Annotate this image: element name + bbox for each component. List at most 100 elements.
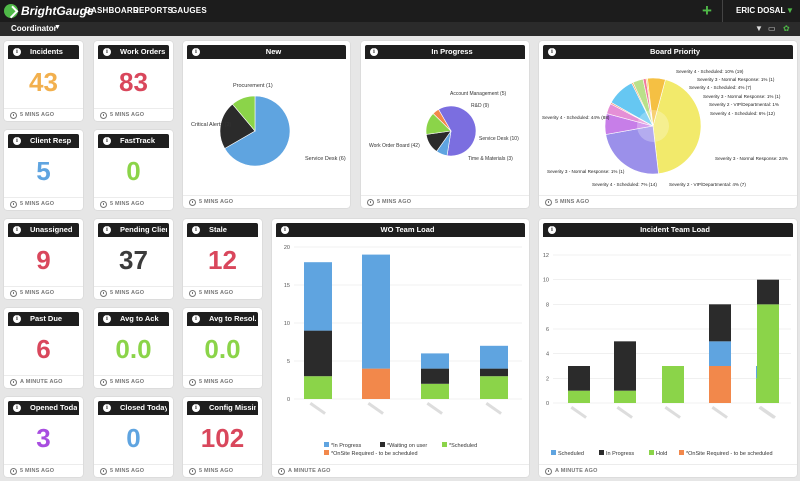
info-icon[interactable]: i xyxy=(192,226,200,234)
inc-bar-0-3[interactable] xyxy=(568,366,590,391)
wo-bar-3-2[interactable] xyxy=(480,368,508,377)
user-dropdown-caret-icon[interactable]: ▼ xyxy=(786,6,794,15)
info-icon[interactable]: i xyxy=(13,315,21,323)
inc-legend-swatch xyxy=(599,450,604,455)
inc-ytick: 12 xyxy=(543,253,549,259)
inc-legend-label: Scheduled xyxy=(558,451,584,457)
user-menu[interactable]: ERIC DOSAL xyxy=(736,6,786,15)
info-icon[interactable]: i xyxy=(548,48,556,56)
priority-pie-slice-1[interactable] xyxy=(605,125,659,175)
progress-pie-slice-4[interactable] xyxy=(432,108,452,132)
kpi-card[interactable]: i Pending Client 37 5 MINS AGO xyxy=(94,219,173,299)
wo-bar-2-2[interactable] xyxy=(421,368,449,384)
board-priority-pie-chart: Severity 4 - Scheduled: 10% (19) Severit… xyxy=(542,69,788,187)
card-title: Board Priority xyxy=(649,47,700,56)
priority-pie-wedges xyxy=(604,77,702,175)
inc-bar-3-2[interactable] xyxy=(709,341,731,366)
kpi-value: 9 xyxy=(36,245,51,275)
wo-bar-0-0[interactable] xyxy=(304,376,332,399)
kpi-card[interactable]: i Unassigned 9 5 MINS AGO xyxy=(4,219,83,299)
new-pie-slice-1[interactable] xyxy=(219,103,256,149)
kpi-card[interactable]: i Config Missing 102 5 MINS AGO xyxy=(183,397,262,477)
wo-bar-1-3[interactable] xyxy=(362,254,390,369)
add-plus-icon[interactable]: + xyxy=(702,1,712,20)
priority-pie-slice-0[interactable] xyxy=(652,79,702,175)
settings-gear-icon[interactable]: ✿ xyxy=(783,24,790,33)
in-progress-pie-chart: Account Management (5) R&D (9) Service D… xyxy=(369,91,519,162)
inc-ytick: 6 xyxy=(546,327,549,333)
wo-bar-3-0[interactable] xyxy=(480,376,508,399)
kpi-card[interactable]: i Client Resp 5 5 MINS AGO xyxy=(4,130,83,210)
wo-bar-2-3[interactable] xyxy=(421,353,449,369)
progress-pie-slice-0[interactable] xyxy=(438,105,477,157)
info-icon[interactable]: i xyxy=(103,137,111,145)
label-p7: Severity 4 - Scheduled: 4% (7) xyxy=(689,85,752,90)
clock-icon xyxy=(100,468,107,475)
inc-bar-3-1[interactable] xyxy=(709,366,731,403)
brand-logo[interactable]: BrightGauge xyxy=(4,3,94,19)
priority-pie-slice-10[interactable] xyxy=(647,77,666,127)
updated-text: 5 MINS AGO xyxy=(110,379,145,385)
info-icon[interactable]: i xyxy=(13,48,21,56)
info-icon[interactable]: i xyxy=(103,404,111,412)
card-footer: 5 MINS AGO xyxy=(183,375,262,388)
kpi-card[interactable]: i Stale 12 5 MINS AGO xyxy=(183,219,262,299)
wo-team-load-bar-chart: 0 5 10 15 20 *In Progress *Waiting on user *Sch… xyxy=(284,245,522,457)
info-icon[interactable]: i xyxy=(103,48,111,56)
inc-bar-1-3[interactable] xyxy=(614,341,636,391)
wo-bar-0-2[interactable] xyxy=(304,330,332,377)
kpi-card[interactable]: i FastTrack 0 5 MINS AGO xyxy=(94,130,173,210)
in-progress-chart-card: i In Progress Account Management (5) R&D… xyxy=(361,41,529,208)
kpi-card[interactable]: i Incidents 43 5 MINS AGO xyxy=(4,41,83,121)
updated-text: 5 MINS AGO xyxy=(110,468,145,474)
inc-bar-0-0[interactable] xyxy=(568,390,590,403)
info-icon[interactable]: i xyxy=(13,137,21,145)
info-icon[interactable]: i xyxy=(192,315,200,323)
info-icon[interactable]: i xyxy=(13,404,21,412)
kpi-value: 3 xyxy=(36,423,51,453)
wo-bar-3-3[interactable] xyxy=(480,345,508,369)
kpi-card[interactable]: i Past Due 6 A MINUTE AGO xyxy=(4,308,83,388)
card-footer: 5 MINS AGO xyxy=(4,286,83,299)
card-footer: 5 MINS AGO xyxy=(94,108,173,121)
kpi-card[interactable]: i Opened Today 3 5 MINS AGO xyxy=(4,397,83,477)
inc-bar-5-0[interactable] xyxy=(757,304,779,403)
inc-bar-1-0[interactable] xyxy=(614,390,636,403)
inc-bar-5-3[interactable] xyxy=(757,279,779,305)
kpi-card[interactable]: i Work Orders 83 5 MINS AGO xyxy=(94,41,173,121)
dashboard-selector[interactable]: Coordinator xyxy=(11,24,57,33)
kpi-card[interactable]: i Closed Today 0 5 MINS AGO xyxy=(94,397,173,477)
info-icon[interactable]: i xyxy=(103,226,111,234)
info-icon[interactable]: i xyxy=(103,315,111,323)
wo-bar-1-1[interactable] xyxy=(362,368,390,399)
inc-bar-2-0[interactable] xyxy=(662,366,684,403)
wo-legend-label: *In Progress xyxy=(331,443,362,449)
label-p5: Severity 4 - Scheduled: 10% (19) xyxy=(676,69,744,74)
wo-bar-0-3[interactable] xyxy=(304,262,332,331)
info-icon[interactable]: i xyxy=(281,226,289,234)
inc-legend-label: *OnSite Required - to be scheduled xyxy=(686,451,773,457)
nav-reports[interactable]: REPORTS xyxy=(133,6,174,15)
tv-mode-icon[interactable]: ▭ xyxy=(768,24,776,33)
nav-dashboard[interactable]: DASHBOARD xyxy=(85,6,139,15)
new-pie-slice-0[interactable] xyxy=(224,95,291,167)
info-icon[interactable]: i xyxy=(370,48,378,56)
filter-icon[interactable]: ▼ xyxy=(755,24,763,33)
dashboard-caret-icon[interactable]: ▼ xyxy=(54,24,61,31)
card-footer: 5 MINS AGO xyxy=(94,286,173,299)
card-footer: A MINUTE AGO xyxy=(272,464,529,477)
nav-gauges[interactable]: GAUGES xyxy=(171,6,207,15)
inc-bar-3-3[interactable] xyxy=(709,304,731,342)
clock-icon xyxy=(367,199,374,206)
info-icon[interactable]: i xyxy=(548,226,556,234)
info-icon[interactable]: i xyxy=(13,226,21,234)
card-header: i In Progress xyxy=(365,45,525,59)
kpi-card[interactable]: i Avg to Resol... 0.0 5 MINS AGO xyxy=(183,308,262,388)
info-icon[interactable]: i xyxy=(192,404,200,412)
clock-icon xyxy=(278,468,285,475)
kpi-card[interactable]: i Avg to Ack 0.0 5 MINS AGO xyxy=(94,308,173,388)
info-icon[interactable]: i xyxy=(192,48,200,56)
new-pie-slice-2[interactable] xyxy=(232,95,256,132)
card-header: i Incident Team Load xyxy=(543,223,793,237)
wo-bar-2-0[interactable] xyxy=(421,383,449,399)
